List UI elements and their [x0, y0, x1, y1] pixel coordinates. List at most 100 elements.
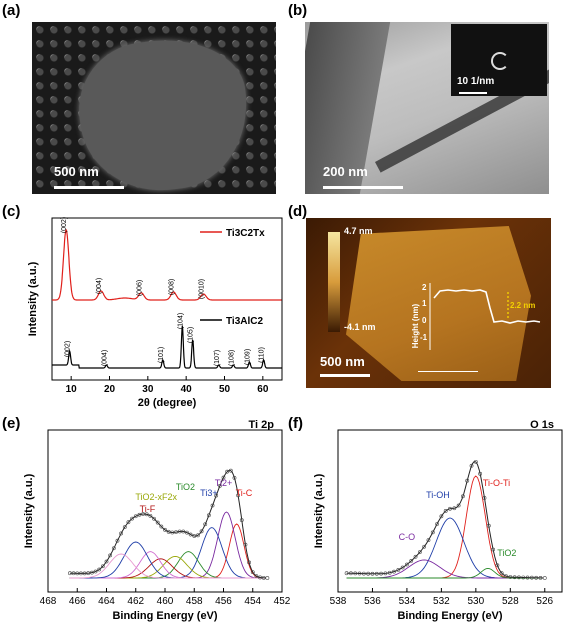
x-tick-label: 536 [364, 596, 381, 607]
x-axis-label: Binding Energy (eV) [397, 610, 502, 622]
peak-annotation: Ti3+ [200, 488, 217, 498]
data-point [261, 575, 266, 580]
panel-f-label: (f) [288, 415, 303, 432]
data-point [247, 560, 251, 565]
x-tick-label: 466 [69, 596, 86, 607]
data-point [387, 570, 392, 575]
data-point [422, 544, 427, 549]
data-point [405, 562, 409, 567]
fit-component [69, 553, 266, 579]
data-point [203, 522, 208, 527]
peak-annotation: Ti2+ [215, 478, 232, 488]
x-tick-label: 532 [433, 596, 450, 607]
inset-scale-bar [459, 92, 487, 94]
peak-annotation: Ti-F [140, 504, 156, 514]
data-point [443, 509, 448, 513]
data-point [232, 475, 237, 480]
x-tick-label: 60 [257, 384, 269, 395]
plot-frame [47, 429, 283, 593]
data-point [68, 571, 72, 576]
peak-annotation: Ti-O-Ti [483, 478, 510, 488]
data-point [141, 512, 145, 516]
height-profile-inset: Height (nm) 2 1 0 -1 2.2 nm [411, 283, 541, 350]
plot-frame [337, 429, 563, 593]
data-point [517, 575, 521, 580]
data-point [250, 570, 255, 574]
saed-inset: 10 1/nm [451, 24, 547, 96]
data-point [538, 575, 543, 580]
data-point [435, 522, 439, 526]
data-point [199, 529, 204, 534]
data-point [504, 574, 508, 578]
data-point [217, 484, 222, 488]
data-point [512, 575, 517, 580]
y-axis-label: Intensity (a.u.) [23, 473, 35, 548]
data-point [482, 496, 487, 500]
data-point [486, 523, 491, 528]
data-point [448, 506, 452, 511]
data-point [177, 529, 182, 534]
peak-label: (105) [188, 327, 195, 343]
data-point [430, 530, 435, 535]
x-axis-label: 2θ (degree) [138, 397, 197, 409]
data-point [521, 575, 526, 580]
peak-label: (002) [65, 341, 72, 357]
data-point [379, 571, 383, 576]
data-point [206, 513, 211, 518]
data-point [409, 558, 414, 563]
color-bar [328, 232, 340, 332]
peak-annotation: Ti-OH [426, 490, 450, 500]
xps-o1s-chart: 538 536 534 532 530 528 526 Binding Energy (eV)… [313, 419, 563, 622]
x-tick-label: 454 [244, 596, 261, 607]
data-point [155, 520, 160, 525]
data-point [439, 514, 444, 519]
data-point [210, 503, 215, 508]
data-point [170, 530, 175, 535]
y-axis-label: Intensity (a.u.) [313, 473, 325, 548]
panel-d-label: (d) [288, 203, 308, 220]
data-point [108, 553, 113, 558]
data-point [392, 569, 396, 574]
mxene-sheet [346, 226, 531, 381]
data-point [491, 547, 495, 552]
data-point [396, 568, 401, 572]
data-point [122, 525, 127, 530]
scale-bar [320, 374, 370, 377]
panel-e-label: (e) [2, 415, 21, 432]
peak-annotation: Ti-C [236, 488, 253, 498]
data-point [111, 546, 116, 551]
data-point [344, 571, 349, 576]
data-point [525, 575, 530, 580]
data-point [166, 529, 171, 534]
inset-tick: 1 [422, 299, 427, 308]
peak-label: (107) [214, 350, 221, 366]
cbar-top-label: 4.7 nm [344, 226, 373, 236]
peak-label: (006) [136, 280, 143, 296]
x-tick-label: 468 [40, 596, 57, 607]
data-point [75, 571, 80, 576]
data-point [469, 463, 474, 468]
legend-label-max: Ti3AlC2 [226, 316, 263, 327]
data-point [258, 575, 262, 580]
x-tick-label: 40 [181, 384, 193, 395]
fit-envelope [69, 469, 266, 579]
data-point [115, 538, 120, 543]
data-point [148, 513, 153, 518]
inset-ylabel: Height (nm) [411, 303, 420, 348]
peak-label: (004) [96, 278, 103, 294]
xps-ti2p-chart: 468 466 464 462 460 458 456 454 452 Binding Energ… [23, 419, 290, 622]
data-point [192, 534, 197, 538]
data-point [508, 575, 513, 579]
peak-label: (109) [244, 349, 251, 365]
step-height-label: 2.2 nm [510, 301, 535, 310]
data-point [366, 571, 371, 576]
fit-component [69, 527, 266, 579]
data-point [89, 570, 94, 575]
peak-label: (004) [101, 350, 108, 366]
xrd-chart: 10 20 30 40 50 60 2θ (degree) Intensity (a.u.) (… [27, 217, 283, 409]
x-tick-label: 538 [330, 596, 347, 607]
data-point [93, 569, 98, 574]
peak-label: (0010) [198, 279, 205, 299]
data-point [417, 550, 422, 555]
data-point [163, 527, 167, 532]
